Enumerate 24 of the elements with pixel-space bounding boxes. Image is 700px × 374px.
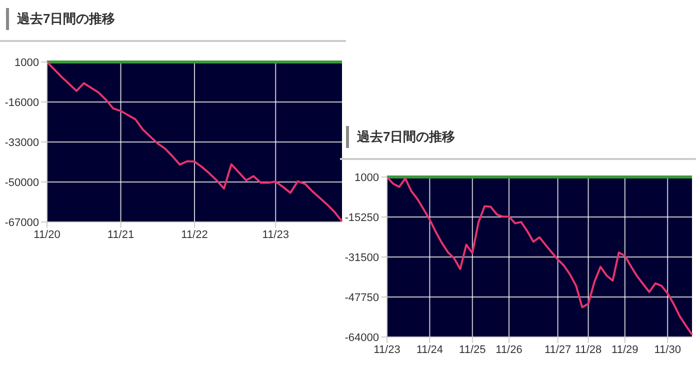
y-tick-label: -33000 (4, 136, 39, 149)
y-tick-label: -67000 (4, 216, 39, 229)
chart-title: 過去7日間の推移 (346, 126, 456, 148)
x-tick-label: 11/25 (459, 344, 486, 356)
x-tick-label: 11/20 (34, 228, 60, 241)
chart-title: 過去7日間の推移 (6, 8, 116, 30)
x-tick-label: 11/21 (107, 228, 134, 241)
x-tick-label: 11/22 (181, 228, 208, 241)
y-tick-label: -50000 (4, 176, 39, 189)
x-tick-label: 11/29 (612, 344, 638, 356)
x-tick-label: 11/30 (654, 344, 681, 356)
y-tick-label: -16000 (4, 96, 39, 109)
x-tick-label: 11/28 (574, 344, 602, 356)
y-tick-label: 1000 (354, 172, 379, 184)
y-tick-label: -47750 (344, 292, 379, 304)
x-tick-label: 11/24 (416, 344, 444, 356)
y-tick-label: -15250 (344, 212, 379, 224)
x-tick-label: 11/27 (544, 344, 572, 356)
y-tick-label: -64000 (344, 332, 379, 344)
x-tick-label: 11/23 (374, 344, 400, 356)
x-tick-label: 11/26 (496, 344, 522, 356)
y-tick-label: 1000 (14, 56, 39, 69)
y-tick-label: -31500 (344, 252, 379, 264)
x-tick-label: 11/23 (262, 228, 289, 241)
